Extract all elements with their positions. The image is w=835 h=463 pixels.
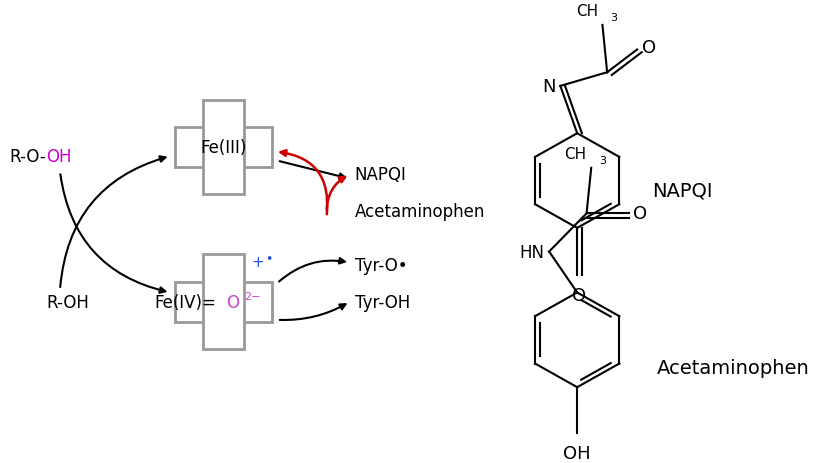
FancyBboxPatch shape: [203, 100, 244, 195]
Text: O: O: [633, 205, 647, 223]
Text: OH: OH: [564, 444, 591, 462]
Text: 2−: 2−: [244, 292, 261, 301]
FancyBboxPatch shape: [175, 128, 272, 168]
Text: NAPQI: NAPQI: [355, 166, 407, 184]
Text: R-O-: R-O-: [9, 148, 46, 166]
Text: O: O: [572, 287, 586, 305]
Text: Acetaminophen: Acetaminophen: [355, 202, 485, 220]
Text: R-OH: R-OH: [46, 293, 89, 311]
Text: N: N: [542, 78, 555, 96]
FancyBboxPatch shape: [203, 255, 244, 349]
Text: Tyr-O•: Tyr-O•: [355, 257, 407, 275]
Text: 3: 3: [599, 156, 605, 166]
Text: CH: CH: [575, 4, 598, 19]
Text: 3: 3: [610, 13, 617, 23]
Text: Acetaminophen: Acetaminophen: [656, 358, 809, 377]
Text: Tyr-OH: Tyr-OH: [355, 293, 410, 311]
FancyBboxPatch shape: [175, 282, 272, 322]
Text: NAPQI: NAPQI: [652, 181, 712, 200]
Text: CH: CH: [564, 146, 586, 161]
Text: HN: HN: [519, 243, 544, 261]
Text: OH: OH: [46, 148, 72, 166]
Text: O: O: [642, 39, 655, 56]
Text: Fe(IV)=: Fe(IV)=: [154, 293, 216, 311]
Text: •: •: [265, 253, 272, 266]
Text: Fe(III): Fe(III): [200, 138, 247, 156]
Text: O: O: [226, 293, 240, 311]
Text: +: +: [251, 255, 265, 269]
